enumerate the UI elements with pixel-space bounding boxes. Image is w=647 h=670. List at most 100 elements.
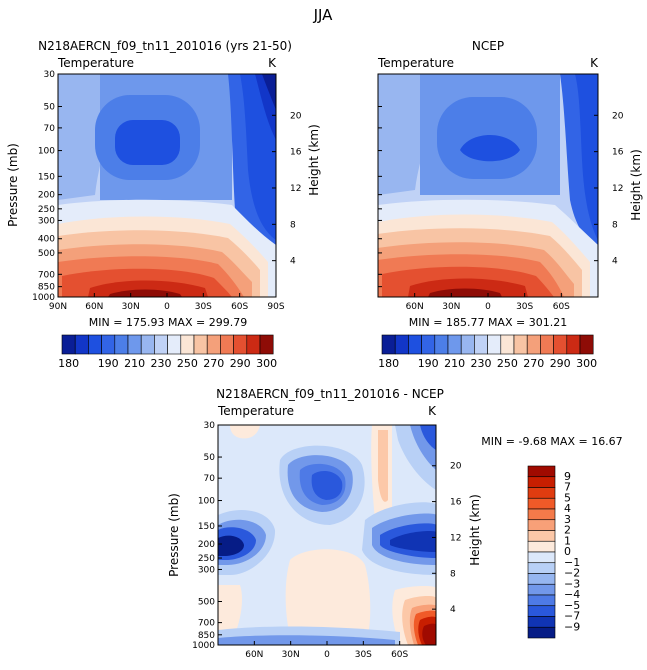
colorbar-label: 180: [58, 357, 79, 370]
colorbar-swatch: [127, 334, 142, 355]
colorbar-swatch: [527, 519, 556, 531]
pressure-tick-label: 300: [38, 216, 55, 226]
panel3-y2label: Height (km): [468, 494, 482, 565]
latitude-tick-label: 30S: [355, 650, 372, 660]
latitude-tick-label: 60N: [245, 650, 263, 660]
colorbar-label: 210: [124, 357, 145, 370]
pressure-tick-label: 700: [198, 619, 215, 629]
colorbar-label: 0: [564, 545, 571, 558]
pressure-tick-label: 850: [38, 283, 55, 293]
colorbar-swatch: [527, 476, 556, 488]
colorbar-swatch: [527, 508, 556, 521]
pressure-tick-label: 200: [198, 540, 215, 550]
colorbar-label: 290: [230, 357, 251, 370]
panel2-pressure-ticks: [378, 73, 382, 298]
colorbar-label: 7: [564, 481, 571, 494]
pressure-tick-label: 50: [44, 102, 56, 112]
colorbar-swatch: [527, 551, 556, 564]
colorbar-label: 210: [444, 357, 465, 370]
height-tick-label: 20: [450, 462, 462, 472]
colorbar-label: 250: [177, 357, 198, 370]
colorbar-label: 230: [151, 357, 172, 370]
colorbar-swatch: [526, 334, 541, 355]
height-tick-label: 16: [612, 148, 624, 158]
panel1-units: K: [268, 56, 277, 70]
colorbar-swatch: [408, 334, 422, 355]
pressure-tick-label: 250: [198, 554, 215, 564]
colorbar-swatch: [527, 497, 556, 510]
colorbar-label: 9: [564, 470, 571, 483]
panel3-latitude-ticks: 60N 30N 0 30S 60S: [245, 641, 409, 660]
height-tick-label: 12: [290, 184, 301, 194]
colorbar-label: 250: [497, 357, 518, 370]
latitude-tick-label: 30S: [195, 302, 212, 312]
colorbar-label: 2: [564, 524, 571, 537]
height-tick-label: 20: [612, 111, 624, 121]
colorbar-swatch: [527, 530, 556, 542]
panel3-contours: [218, 425, 436, 645]
panel-difference-temperature: N218AERCN_f09_tn11_201016 - NCEP Tempera…: [167, 387, 623, 660]
colorbar-swatch: [527, 562, 556, 574]
panel2-min-max: MIN = 185.77 MAX = 301.21: [409, 316, 567, 329]
pressure-tick-label: 300: [198, 565, 215, 575]
colorbar-swatch: [527, 626, 556, 639]
colorbar-swatch: [154, 334, 168, 355]
pressure-tick-label: 70: [204, 474, 216, 484]
colorbar-swatch: [233, 334, 248, 355]
latitude-tick-label: 0: [485, 302, 491, 312]
pressure-tick-label: 150: [38, 172, 55, 182]
height-tick-label: 16: [450, 498, 462, 508]
latitude-tick-label: 60N: [85, 302, 103, 312]
colorbar-label: 230: [471, 357, 492, 370]
panel2-height-ticks: 20 16 12 8 4: [594, 111, 624, 267]
height-tick-label: 8: [612, 220, 618, 230]
latitude-tick-label: 30N: [282, 650, 300, 660]
height-tick-label: 8: [290, 220, 296, 230]
panel-ncep-temperature: NCEP Temperature K Height (km) 20161284 …: [377, 39, 643, 370]
colorbar-swatch: [434, 334, 449, 355]
panel3-ylabel: Pressure (mb): [167, 493, 181, 577]
colorbar-swatch: [220, 334, 234, 355]
panel-model-temperature: N218AERCN_f09_tn11_201016 (yrs 21-50) Te…: [6, 39, 321, 370]
height-tick-label: 12: [612, 184, 623, 194]
panel2-colorbar: 180 190 210 230 250 270 290 300: [378, 334, 597, 370]
colorbar-swatch: [101, 334, 116, 355]
colorbar-label: 1: [564, 534, 571, 547]
pressure-tick-label: 70: [44, 124, 56, 134]
pressure-tick-label: 500: [198, 598, 215, 608]
panel2-variable-label: Temperature: [377, 56, 454, 70]
panel1-y2label: Height (km): [307, 124, 321, 195]
pressure-tick-label: 500: [38, 249, 55, 259]
colorbar-label: 190: [98, 357, 119, 370]
pressure-tick-label: 50: [204, 453, 216, 463]
colorbar-swatch: [140, 334, 155, 355]
colorbar-swatch: [246, 334, 261, 355]
pressure-tick-label: 250: [38, 205, 55, 215]
colorbar-label: −5: [564, 599, 580, 612]
latitude-tick-label: 30N: [442, 302, 460, 312]
colorbar-label: 270: [523, 357, 544, 370]
colorbar-label: 4: [564, 502, 571, 515]
colorbar-swatch: [513, 334, 528, 355]
colorbar-swatch: [566, 334, 581, 355]
height-tick-label: 4: [290, 257, 296, 267]
panel3-units: K: [428, 404, 437, 418]
pressure-tick-label: 850: [198, 631, 215, 641]
pressure-tick-label: 100: [38, 147, 55, 157]
colorbar-swatch: [527, 594, 556, 607]
height-tick-label: 20: [290, 111, 302, 121]
figure-title: JJA: [313, 6, 334, 24]
pressure-tick-label: 1000: [192, 641, 215, 651]
panel3-min-max: MIN = -9.68 MAX = 16.67: [481, 435, 622, 448]
panel2-latitude-ticks: 60N 30N 0 30S 60S: [406, 293, 570, 312]
panel3-variable-label: Temperature: [217, 404, 294, 418]
panel1-min-max: MIN = 175.93 MAX = 299.79: [89, 316, 247, 329]
colorbar-label: 5: [564, 491, 571, 504]
colorbar-swatch: [394, 334, 409, 355]
pressure-tick-label: 700: [38, 270, 55, 280]
colorbar-swatch: [421, 334, 436, 355]
height-tick-label: 8: [450, 569, 456, 579]
latitude-tick-label: 90N: [49, 302, 67, 312]
